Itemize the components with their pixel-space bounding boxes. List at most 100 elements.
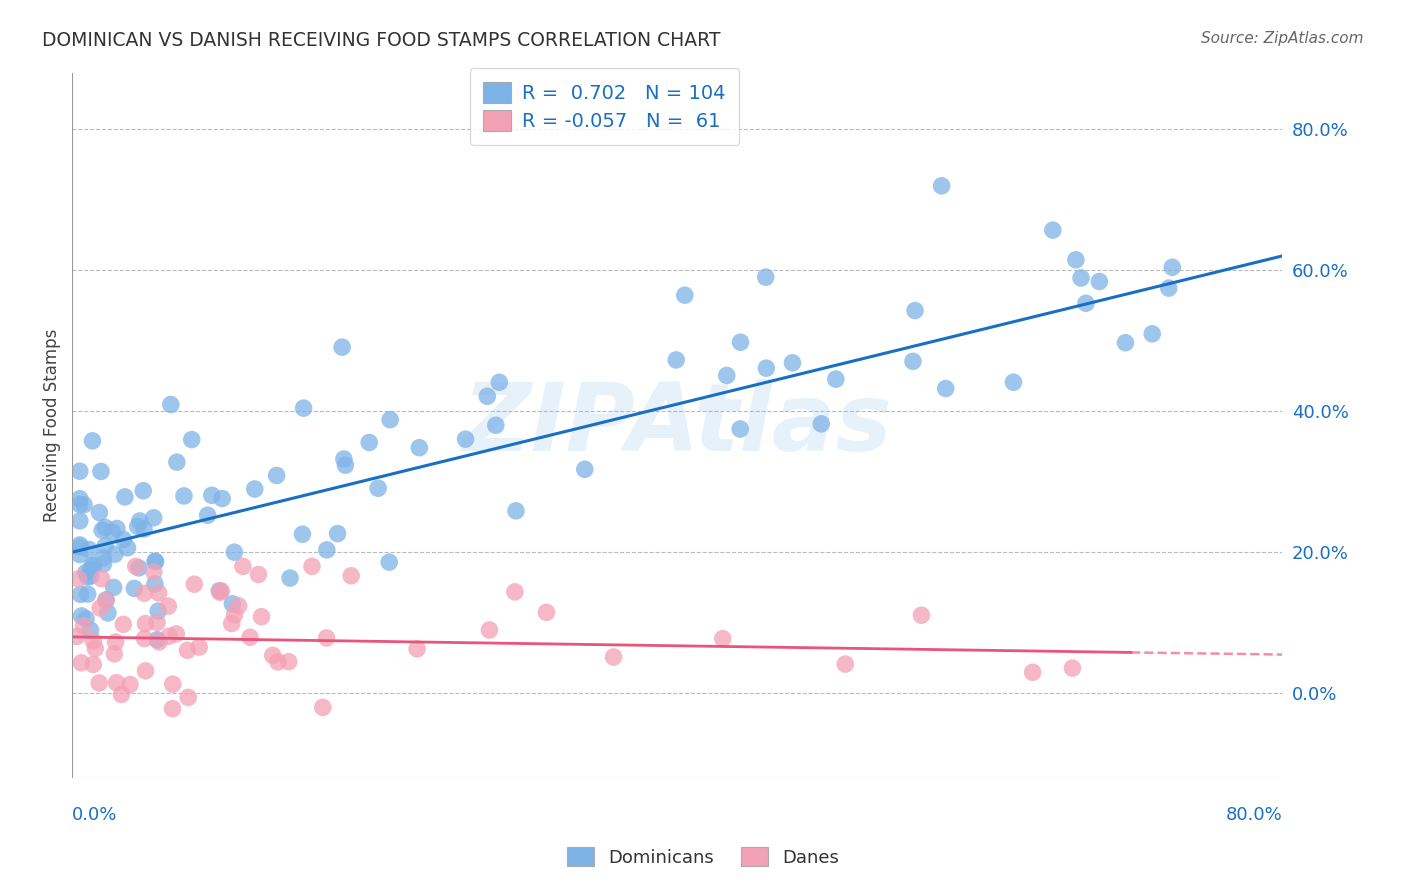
Point (183, 577, 205, 591)
Point (180, 433, 202, 447)
Point (77, 542, 100, 557)
Point (75, 566, 97, 580)
Point (122, 582, 145, 596)
Point (503, 585, 526, 599)
Point (910, 608, 932, 623)
Point (142, 510, 165, 524)
Point (118, 677, 141, 691)
Point (211, 491, 233, 506)
Point (188, 640, 211, 654)
Point (69, 538, 91, 552)
Point (94, 593, 117, 607)
Point (1157, 281, 1180, 295)
Point (89, 601, 111, 615)
Point (278, 571, 301, 585)
Point (380, 413, 402, 427)
Point (127, 519, 149, 533)
Point (103, 581, 125, 595)
Point (333, 452, 356, 467)
Point (128, 561, 150, 575)
Point (70, 609, 93, 624)
Point (239, 630, 262, 644)
Point (224, 545, 246, 559)
Point (159, 397, 181, 411)
Point (69, 498, 91, 512)
Point (243, 482, 266, 496)
Point (157, 629, 180, 643)
Point (1074, 296, 1097, 310)
Point (716, 368, 738, 383)
Point (177, 690, 200, 705)
Point (72, 619, 94, 633)
Point (935, 382, 957, 396)
Point (148, 586, 170, 600)
Point (128, 514, 150, 528)
Point (301, 559, 323, 574)
Point (1021, 665, 1043, 680)
Point (162, 677, 184, 691)
Point (488, 376, 510, 390)
Point (1161, 260, 1184, 275)
Point (247, 567, 270, 582)
Point (148, 635, 170, 649)
Point (82, 434, 104, 448)
Text: DOMINICAN VS DANISH RECEIVING FOOD STAMPS CORRELATION CHART: DOMINICAN VS DANISH RECEIVING FOOD STAMP… (42, 31, 721, 50)
Point (267, 655, 290, 669)
Legend: R =  0.702   N = 104, R = -0.057   N =  61: R = 0.702 N = 104, R = -0.057 N = 61 (470, 68, 740, 145)
Point (134, 632, 156, 646)
Point (602, 650, 624, 665)
Point (197, 508, 219, 523)
Point (84, 641, 107, 656)
Point (143, 577, 166, 591)
Point (782, 356, 804, 370)
Point (76, 570, 98, 584)
Point (90, 572, 112, 586)
Text: 80.0%: 80.0% (1226, 806, 1282, 824)
Point (79, 624, 101, 638)
Point (112, 617, 135, 632)
Point (730, 335, 752, 350)
Point (166, 455, 188, 469)
Point (454, 432, 477, 446)
Point (93, 557, 115, 571)
Point (135, 664, 157, 678)
Point (266, 468, 288, 483)
Point (208, 583, 231, 598)
Point (292, 401, 315, 416)
Point (146, 632, 169, 647)
Point (904, 303, 927, 318)
Point (157, 599, 180, 614)
Point (711, 632, 734, 646)
Point (105, 521, 128, 535)
Point (574, 462, 596, 476)
Point (1042, 223, 1064, 237)
Point (1114, 335, 1136, 350)
Point (291, 527, 314, 541)
Point (146, 604, 169, 618)
Point (221, 616, 243, 631)
Point (755, 361, 778, 376)
Point (104, 635, 127, 649)
Point (69, 548, 91, 562)
Point (114, 490, 136, 504)
Point (104, 547, 127, 561)
Point (478, 623, 501, 637)
Point (232, 559, 254, 574)
Point (378, 555, 401, 569)
Point (132, 522, 155, 536)
Point (117, 541, 139, 555)
Point (70, 656, 93, 670)
Point (201, 488, 224, 502)
Point (110, 688, 132, 702)
Point (165, 627, 187, 641)
Point (134, 616, 156, 631)
Point (80, 558, 103, 573)
Point (75, 612, 97, 626)
Point (536, 605, 558, 619)
Point (90, 465, 112, 479)
Point (834, 657, 856, 672)
Point (209, 585, 232, 599)
Point (901, 354, 924, 368)
Point (367, 481, 389, 495)
Point (810, 417, 832, 431)
